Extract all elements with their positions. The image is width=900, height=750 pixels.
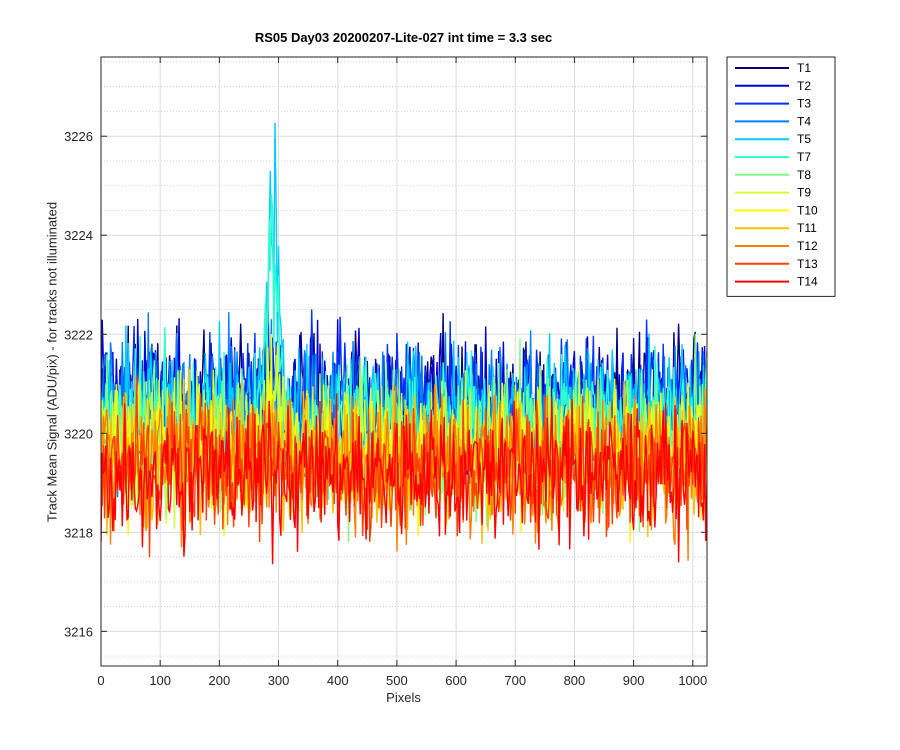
legend-box (726, 56, 836, 297)
x-tick-label: 300 (268, 673, 290, 688)
y-tick-label: 3220 (64, 426, 93, 441)
legend-label-t14: T14 (797, 275, 818, 289)
x-tick-label: 500 (386, 673, 408, 688)
x-axis-label: Pixels (386, 690, 421, 705)
legend-label-t1: T1 (797, 61, 811, 75)
legend-label-t13: T13 (797, 257, 818, 271)
series-group (101, 122, 707, 565)
legend-label-t9: T9 (797, 186, 811, 200)
y-tick-label: 3216 (64, 624, 93, 639)
chart-title: RS05 Day03 20200207-Lite-027 int time = … (254, 30, 553, 45)
y-tick-label: 3226 (64, 129, 93, 144)
axes-background (101, 57, 707, 666)
x-tick-label: 900 (623, 673, 645, 688)
y-tick-label: 3218 (64, 525, 93, 540)
y-tick-label: 3222 (64, 327, 93, 342)
legend-label-t12: T12 (797, 239, 818, 253)
x-tick-label: 0 (97, 673, 104, 688)
legend-label-t7: T7 (797, 150, 811, 164)
x-tick-label: 100 (149, 673, 171, 688)
axes-box (100, 56, 708, 667)
series-line-t14 (101, 393, 707, 565)
x-tick-label: 400 (327, 673, 349, 688)
x-tick-label: 200 (209, 673, 231, 688)
y-tick-label: 3224 (64, 228, 93, 243)
x-tick-label: 700 (504, 673, 526, 688)
x-tick-label: 800 (564, 673, 586, 688)
legend-label-t10: T10 (797, 203, 818, 217)
legend-label-t8: T8 (797, 168, 811, 182)
x-tick-label: 600 (445, 673, 467, 688)
legend-label-t3: T3 (797, 97, 811, 111)
legend-label-t2: T2 (797, 79, 811, 93)
x-tick-label: 1000 (678, 673, 707, 688)
legend-label-t5: T5 (797, 132, 811, 146)
legend-label-t4: T4 (797, 114, 811, 128)
legend-label-t11: T11 (797, 221, 817, 235)
